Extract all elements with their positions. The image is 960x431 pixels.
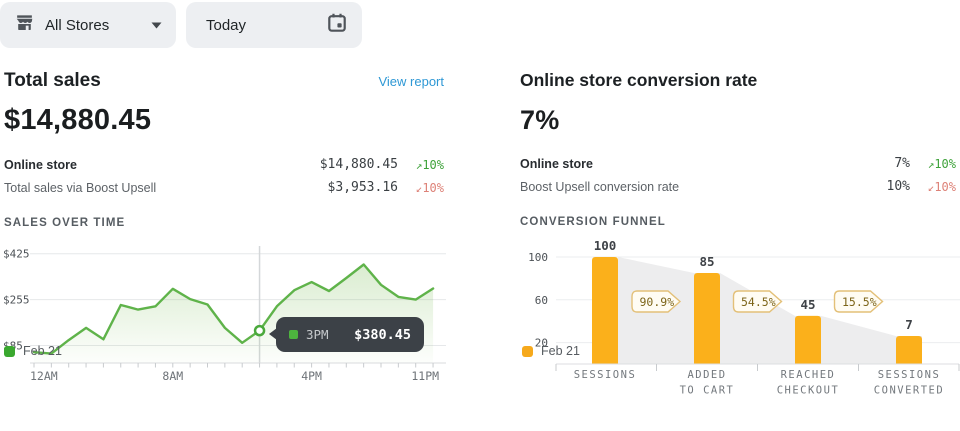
axis-label: $425 bbox=[3, 248, 30, 261]
delta-badge: ↙10% bbox=[927, 179, 956, 194]
axis-label: 45 bbox=[800, 297, 815, 312]
tooltip-series-swatch bbox=[289, 330, 298, 339]
axis-label: 7 bbox=[905, 317, 913, 332]
axis-label: 20 bbox=[535, 337, 548, 350]
axis-label: REACHED bbox=[781, 369, 836, 381]
conversion-funnel-heading: CONVERSION FUNNEL bbox=[520, 216, 666, 228]
axis-label: SESSIONS bbox=[574, 369, 637, 381]
store-selector-label: All Stores bbox=[45, 16, 110, 34]
metric-value: $14,880.45 bbox=[319, 157, 398, 172]
metric-label: Total sales via Boost Upsell bbox=[4, 180, 157, 195]
trend-up-icon: ↗ bbox=[927, 157, 935, 171]
storefront-icon bbox=[14, 12, 35, 38]
delta-badge: ↗10% bbox=[927, 156, 956, 171]
axis-label: 12AM bbox=[30, 369, 58, 383]
badge-shape bbox=[732, 290, 783, 313]
axis-label: 90.9% bbox=[640, 295, 675, 309]
view-report-link[interactable]: View report bbox=[378, 74, 444, 89]
metric-label: Online store bbox=[520, 156, 593, 171]
axis-label: 60 bbox=[535, 294, 548, 307]
total-sales-big-value: $14,880.45 bbox=[4, 104, 152, 136]
chevron-down-icon bbox=[151, 16, 162, 34]
funnel-bar-sessions-converted[interactable] bbox=[896, 336, 922, 364]
axis-label: 54.5% bbox=[741, 295, 776, 309]
legend-swatch-orange bbox=[522, 345, 533, 357]
tooltip-value: $380.45 bbox=[354, 326, 411, 343]
tooltip-time: 3PM bbox=[306, 327, 329, 342]
conversion-rate-big-value: 7% bbox=[520, 105, 560, 135]
badge-shape bbox=[631, 290, 682, 313]
axis-label: 15.5% bbox=[842, 295, 877, 309]
funnel-bar-added-to cart[interactable] bbox=[694, 273, 720, 364]
total-sales-breakdown: Online store $14,880.45 ↗10% Total sales… bbox=[4, 153, 444, 199]
metric-value: 7% bbox=[894, 156, 910, 171]
conversion-badge: 54.5% bbox=[732, 290, 783, 313]
trend-down-icon: ↙ bbox=[415, 181, 423, 195]
page-title-total-sales: Total sales bbox=[4, 70, 101, 91]
axis-label: 4PM bbox=[301, 369, 322, 383]
metric-label: Online store bbox=[4, 157, 77, 172]
sales-chart-legend: Feb 21 bbox=[4, 344, 62, 358]
metric-row-online-store-rate: Online store 7% ↗10% bbox=[520, 152, 956, 175]
axis-label: 8AM bbox=[162, 369, 183, 383]
trend-down-icon: ↙ bbox=[927, 180, 935, 194]
sales-line[interactable] bbox=[32, 263, 435, 355]
calendar-icon bbox=[326, 12, 348, 39]
legend-swatch-green bbox=[4, 345, 15, 357]
store-selector-button[interactable]: All Stores bbox=[0, 2, 176, 48]
sales-over-time-heading: SALES OVER TIME bbox=[4, 217, 126, 229]
conversion-badge: 90.9% bbox=[631, 290, 682, 313]
axis-label: ADDED bbox=[687, 369, 726, 381]
date-range-button[interactable]: Today bbox=[186, 2, 362, 48]
conversion-breakdown: Online store 7% ↗10% Boost Upsell conver… bbox=[520, 152, 956, 198]
funnel-bar-reached-checkout[interactable] bbox=[795, 315, 821, 364]
total-sales-panel: Total sales View report $14,880.45 Onlin… bbox=[3, 70, 446, 383]
trend-up-icon: ↗ bbox=[415, 158, 423, 172]
delta-badge: ↗10% bbox=[415, 157, 444, 172]
conversion-rate-panel: Online store conversion rate 7% Online s… bbox=[520, 70, 960, 397]
data-point-marker[interactable] bbox=[253, 324, 266, 337]
chart-tooltip: 3PM $380.45 bbox=[269, 317, 424, 352]
metric-row-boost-upsell: Total sales via Boost Upsell $3,953.16 ↙… bbox=[4, 176, 444, 199]
axis-label: CONVERTED bbox=[874, 385, 944, 397]
date-range-label: Today bbox=[206, 16, 247, 34]
funnel-bar-sessions[interactable] bbox=[592, 257, 618, 364]
funnel-chart-legend: Feb 21 bbox=[522, 344, 580, 358]
conversion-funnel-chart: 100 60 20 100 SESSIONS 85 ADDED TO CART 45 REACHE… bbox=[528, 238, 960, 397]
badge-shape bbox=[833, 290, 884, 313]
metric-row-online-store: Online store $14,880.45 ↗10% bbox=[4, 153, 444, 176]
metric-value: 10% bbox=[886, 179, 910, 194]
axis-label: CHECKOUT bbox=[777, 385, 840, 397]
metric-row-boost-upsell-rate: Boost Upsell conversion rate 10% ↙10% bbox=[520, 175, 956, 198]
delta-badge: ↙10% bbox=[415, 180, 444, 195]
axis-label: TO CART bbox=[680, 385, 735, 397]
metric-value: $3,953.16 bbox=[327, 180, 398, 195]
axis-label: SESSIONS bbox=[878, 369, 941, 381]
metric-label: Boost Upsell conversion rate bbox=[520, 179, 680, 194]
axis-label: 100 bbox=[528, 251, 548, 264]
axis-label: 11PM bbox=[411, 369, 439, 383]
legend-label: Feb 21 bbox=[541, 344, 580, 358]
conversion-badge: 15.5% bbox=[833, 290, 884, 313]
axis-label: 100 bbox=[594, 238, 617, 253]
legend-label: Feb 21 bbox=[23, 344, 62, 358]
axis-label: 85 bbox=[699, 254, 714, 269]
page-title-conversion-rate: Online store conversion rate bbox=[520, 70, 758, 90]
axis-label: $255 bbox=[3, 294, 30, 307]
